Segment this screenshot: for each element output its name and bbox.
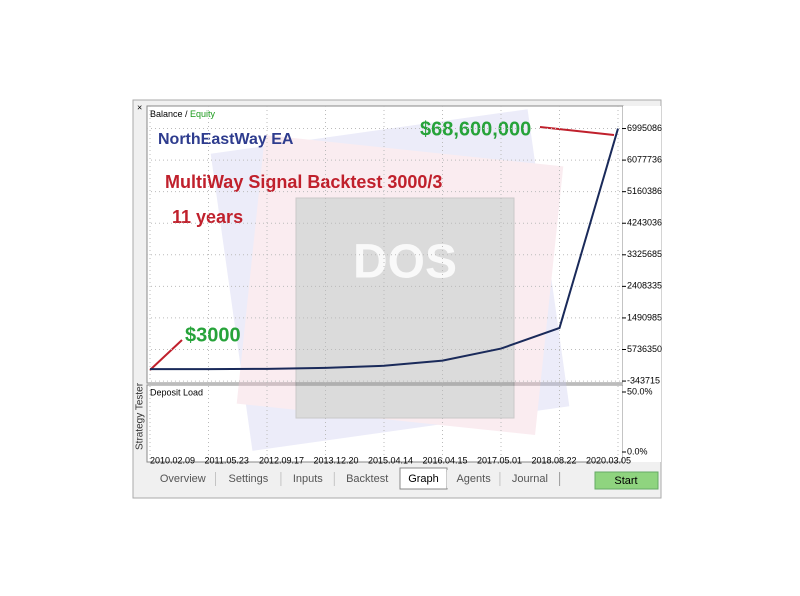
y-tick-label: 1490985 <box>627 312 662 322</box>
x-tick-label: 2012.09.17 <box>259 455 304 465</box>
y-tick-label: -343715 <box>627 375 660 385</box>
tab-label[interactable]: Overview <box>160 473 206 485</box>
arrow-end <box>539 126 615 136</box>
tab[interactable] <box>150 470 216 488</box>
x-tick-label: 2016.04.15 <box>423 455 468 465</box>
tab[interactable] <box>500 470 560 488</box>
y-tick-label: 6077736 <box>627 154 662 164</box>
y-tick-label: 2408335 <box>627 281 662 291</box>
tab-label[interactable]: Agents <box>456 473 491 485</box>
tab-label[interactable]: Settings <box>229 473 269 485</box>
tab-label[interactable]: Inputs <box>293 473 323 485</box>
tab-label[interactable]: Journal <box>512 473 548 485</box>
x-tick-label: 2013.12.20 <box>314 455 359 465</box>
close-x[interactable]: × <box>137 102 142 112</box>
panel-header: Balance / Equity <box>150 109 216 119</box>
side-label: Strategy Tester <box>135 382 146 450</box>
plot-area <box>146 105 624 384</box>
svg-text:DOS: DOS <box>353 236 457 289</box>
tab[interactable] <box>334 470 400 488</box>
tab[interactable] <box>281 470 335 488</box>
balance-label: Balance <box>150 109 183 119</box>
tabs: Overview Settings Inputs Backtest Graph Agent… <box>150 467 561 490</box>
deposit-tick-label: 0.0% <box>627 446 648 456</box>
tab[interactable] <box>447 470 501 488</box>
start-balance: $3000 <box>185 324 241 346</box>
tab-label[interactable]: Graph <box>408 473 439 485</box>
x-tick-label: 2017.05.01 <box>477 455 522 465</box>
deposit-tick-label: 50.0% <box>627 386 653 396</box>
x-tick-label: 2011.05.23 <box>205 455 249 465</box>
x-tick-label: 2020.03.05 <box>586 455 631 465</box>
subtitle: MultiWay Signal Backtest 3000/3 <box>165 172 442 192</box>
y-tick-label: 5736350 <box>627 344 662 354</box>
axis-area <box>623 106 661 462</box>
y-tick-label: 6995086 <box>627 123 662 133</box>
x-tick-label: 2010.02.09 <box>150 455 195 465</box>
watermark: DOS <box>210 109 570 451</box>
y-tick-label: 5160386 <box>627 186 662 196</box>
tab[interactable] <box>215 470 282 488</box>
tab-label[interactable]: Backtest <box>346 473 388 485</box>
balance-line <box>149 128 619 371</box>
x-tick-label: 2015.04.14 <box>368 455 413 465</box>
deposit-panel <box>146 384 624 463</box>
ea-name: NorthEastWay EA <box>158 131 294 148</box>
x-tick-label: 2018.08.22 <box>532 455 577 465</box>
start-button[interactable] <box>594 471 659 490</box>
start-button-label[interactable]: Start <box>614 475 637 487</box>
arrow-start <box>149 339 183 371</box>
end-balance: $68,600,000 <box>420 118 531 140</box>
duration: 11 years <box>172 207 243 227</box>
deposit-label: Deposit Load <box>150 387 203 397</box>
equity-label: Equity <box>190 109 216 119</box>
y-tick-label: 4243036 <box>627 218 662 228</box>
y-tick-label: 3325685 <box>627 249 662 259</box>
